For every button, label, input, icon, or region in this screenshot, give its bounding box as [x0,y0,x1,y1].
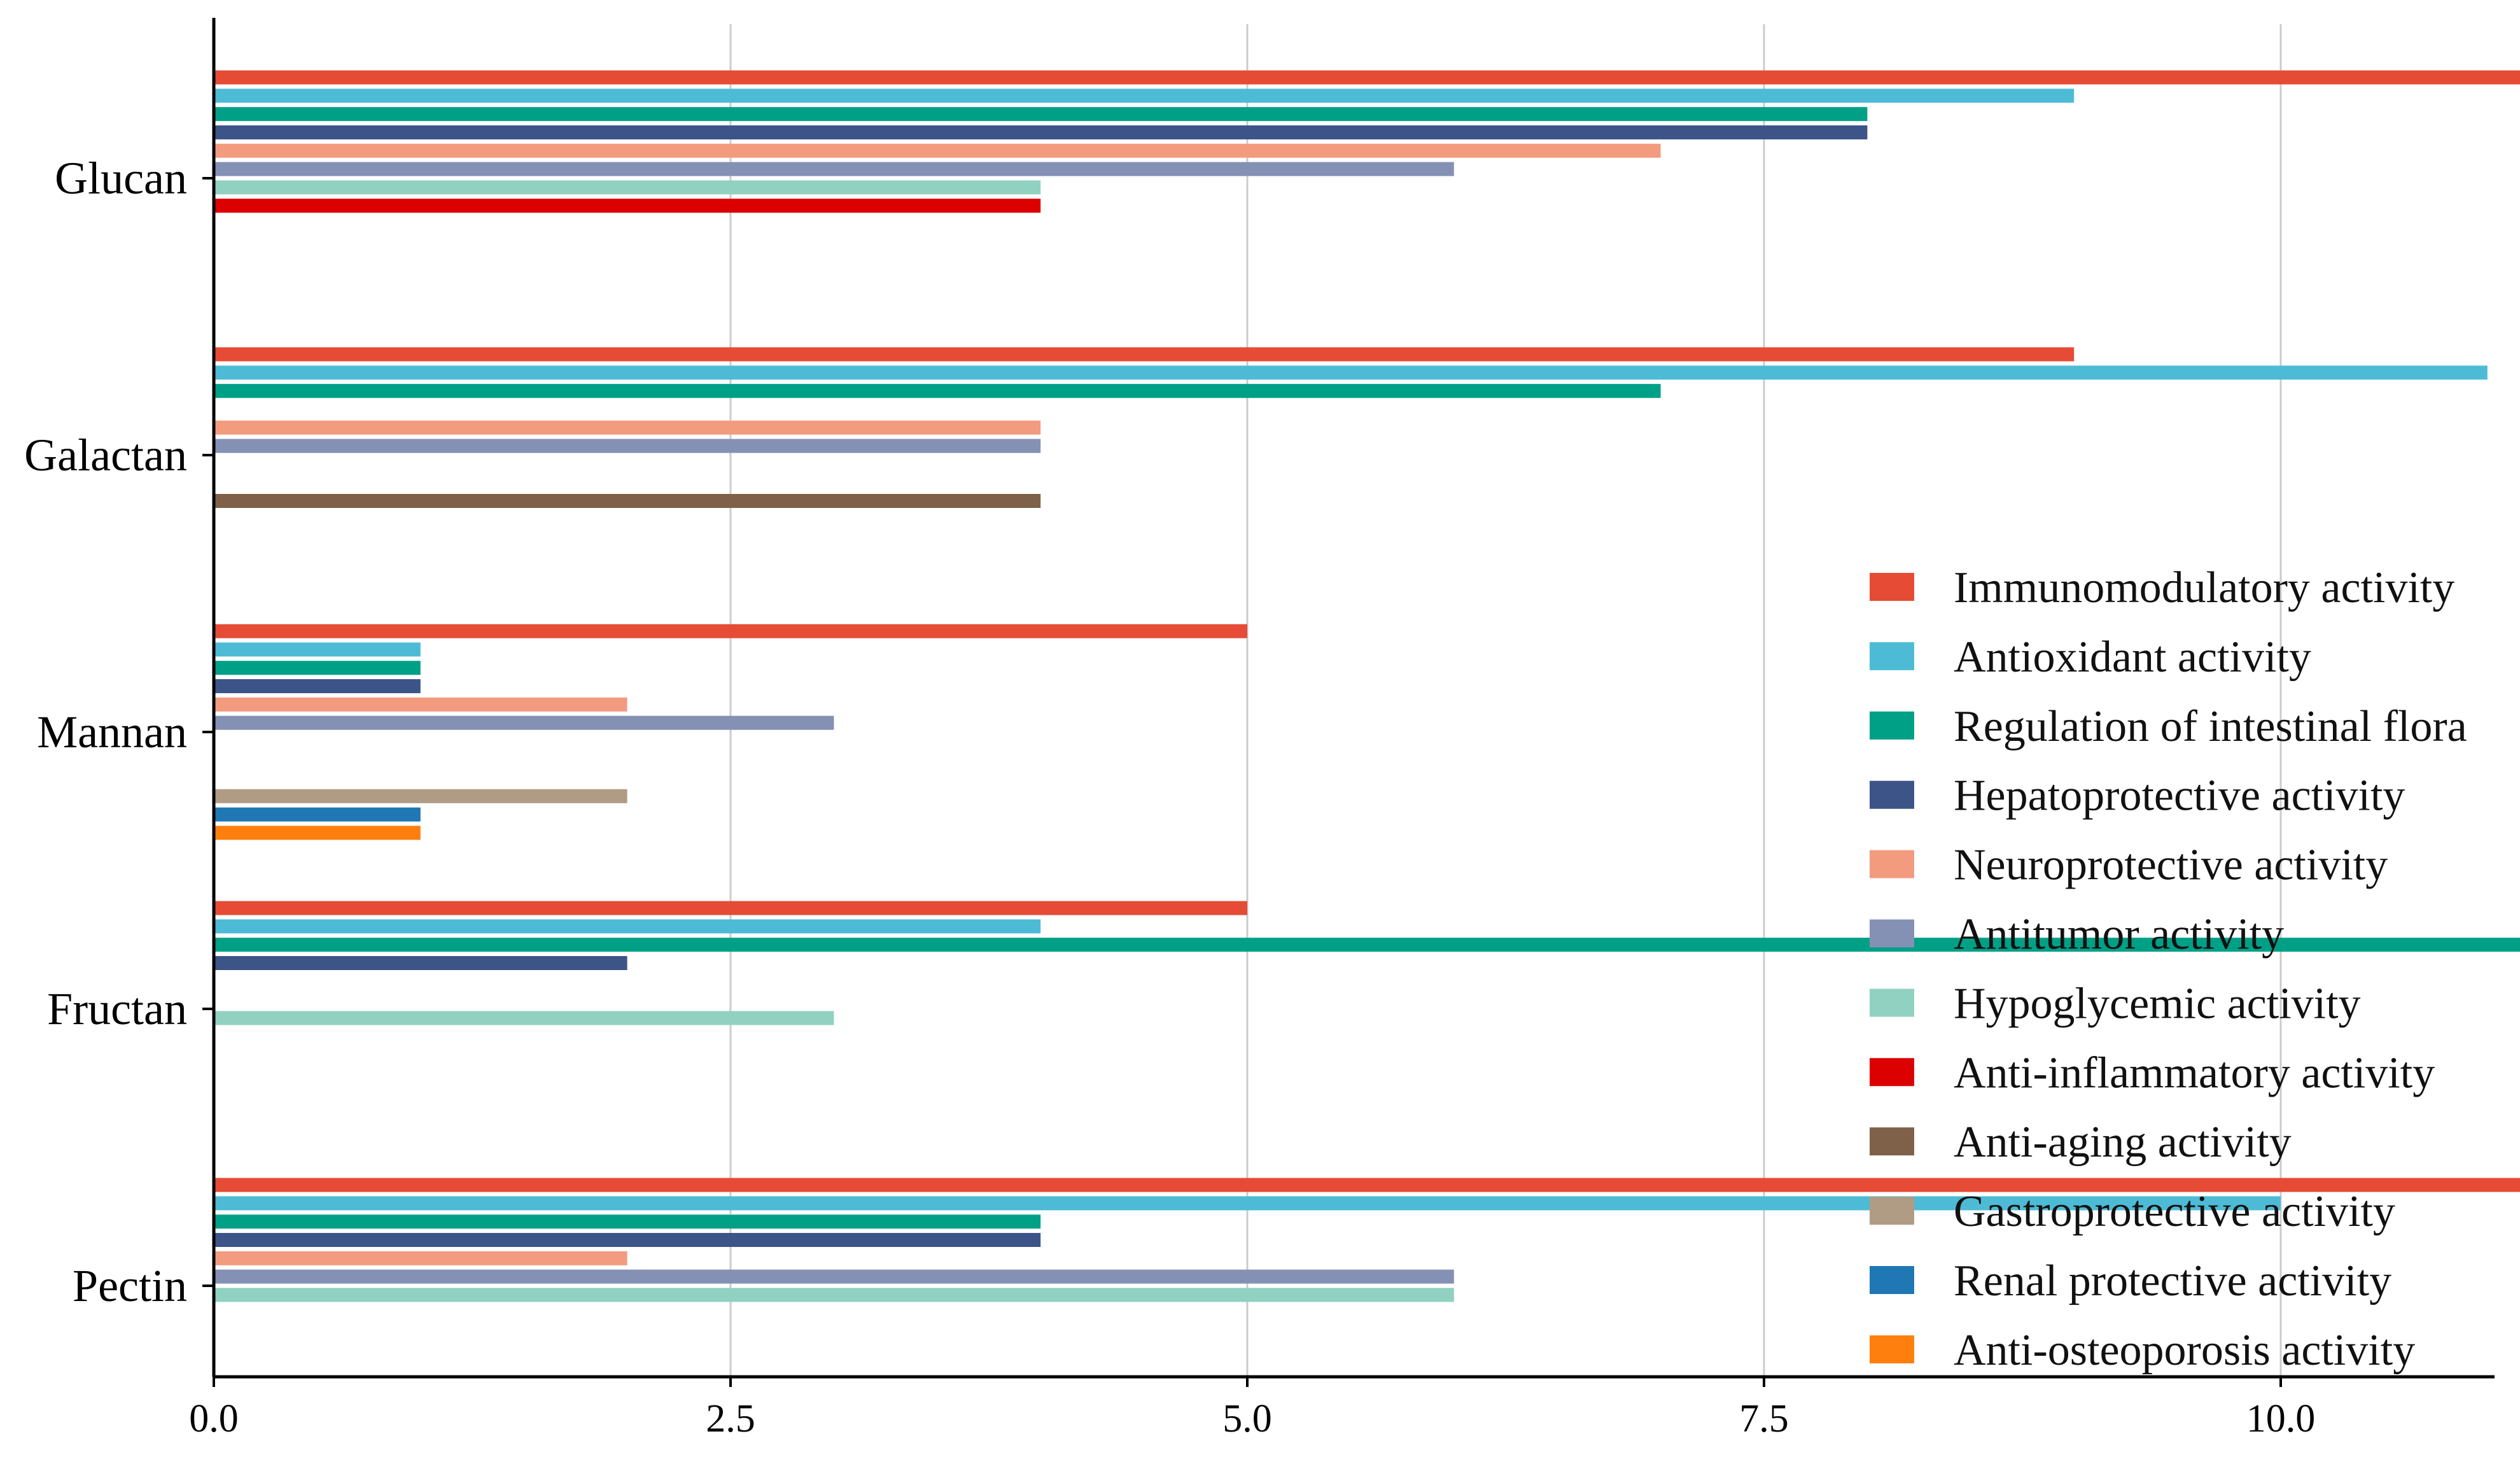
bar-mannan-11 [214,807,421,822]
x-tick-label: 0.0 [189,1397,239,1440]
bar-mannan-1 [214,624,1247,638]
bar-fructan-3 [214,938,2520,952]
legend-label: Regulation of intestinal flora [1954,702,2467,751]
bar-galactan-6 [214,439,1041,453]
bar-fructan-7 [214,1011,834,1025]
grid-lines [729,24,2282,1377]
legend-label: Hepatoprotective activity [1954,771,2405,820]
legend-swatch [1870,1127,1914,1156]
bar-glucan-2 [214,88,2075,103]
bar-galactan-9 [214,494,1041,508]
bar-mannan-3 [214,661,421,675]
x-axis-ticks: 0.02.55.07.510.012.515.017.520.0 [189,1377,2316,1440]
y-tick-label: Mannan [37,707,187,757]
bar-pectin-6 [214,1269,1454,1284]
legend-swatch [1870,780,1914,809]
bar-galactan-3 [214,384,1661,398]
y-tick-label: Fructan [47,983,187,1034]
legend-swatch [1870,1058,1914,1087]
x-tick-label: 7.5 [1739,1397,1789,1440]
bar-mannan-12 [214,826,421,840]
bar-pectin-5 [214,1251,627,1265]
y-tick-label: Pectin [73,1260,187,1311]
legend-label: Anti-osteoporosis activity [1954,1326,2415,1375]
bar-glucan-8 [214,199,1041,213]
bar-mannan-6 [214,715,834,730]
bar-glucan-4 [214,125,1868,139]
bar-glucan-3 [214,107,1868,122]
bar-fructan-2 [214,919,1041,934]
bar-glucan-6 [214,162,1454,176]
legend-label: Anti-aging activity [1954,1118,2292,1167]
bar-pectin-4 [214,1233,1041,1247]
y-axis-ticks: Glucan Galactan Mannan Fructan Pectin [24,153,214,1311]
bar-fructan-1 [214,901,1247,915]
legend-label: Anti-inflammatory activity [1954,1048,2435,1097]
bars [214,70,2520,1302]
legend-label: Neuroprotective activity [1954,841,2388,890]
bar-mannan-5 [214,697,627,712]
legend-swatch [1870,1335,1914,1363]
legend: Immunomodulatory activity Antioxidant act… [1870,563,2467,1375]
legend-label: Antitumor activity [1954,910,2284,959]
legend-swatch [1870,1266,1914,1294]
bar-pectin-1 [214,1178,2520,1192]
bar-glucan-5 [214,143,1661,158]
x-tick-label: 5.0 [1222,1397,1272,1440]
axes [212,18,2495,1379]
legend-swatch [1870,711,1914,740]
legend-swatch [1870,919,1914,948]
bar-pectin-3 [214,1214,1041,1229]
legend-label: Hypoglycemic activity [1954,979,2361,1028]
legend-label: Gastroprotective activity [1954,1187,2395,1236]
bar-mannan-4 [214,679,421,693]
bar-galactan-1 [214,347,2075,362]
y-tick-label: Galactan [24,430,187,481]
bar-pectin-2 [214,1196,2281,1211]
legend-swatch [1870,1197,1914,1225]
bar-galactan-5 [214,420,1041,435]
legend-swatch [1870,850,1914,878]
x-tick-label: 2.5 [706,1397,755,1440]
y-tick-label: Glucan [55,153,187,204]
legend-swatch [1870,989,1914,1017]
bar-galactan-2 [214,365,2488,380]
bar-pectin-7 [214,1288,1454,1302]
legend-swatch [1870,573,1914,601]
legend-label: Renal protective activity [1954,1256,2391,1306]
bar-mannan-2 [214,642,421,657]
legend-swatch [1870,642,1914,670]
bar-mannan-10 [214,789,627,803]
bar-glucan-7 [214,180,1041,195]
legend-label: Antioxidant activity [1954,633,2311,682]
bar-glucan-1 [214,70,2520,85]
bar-fructan-4 [214,956,627,970]
x-tick-label: 10.0 [2246,1397,2316,1440]
legend-label: Immunomodulatory activity [1954,563,2454,612]
